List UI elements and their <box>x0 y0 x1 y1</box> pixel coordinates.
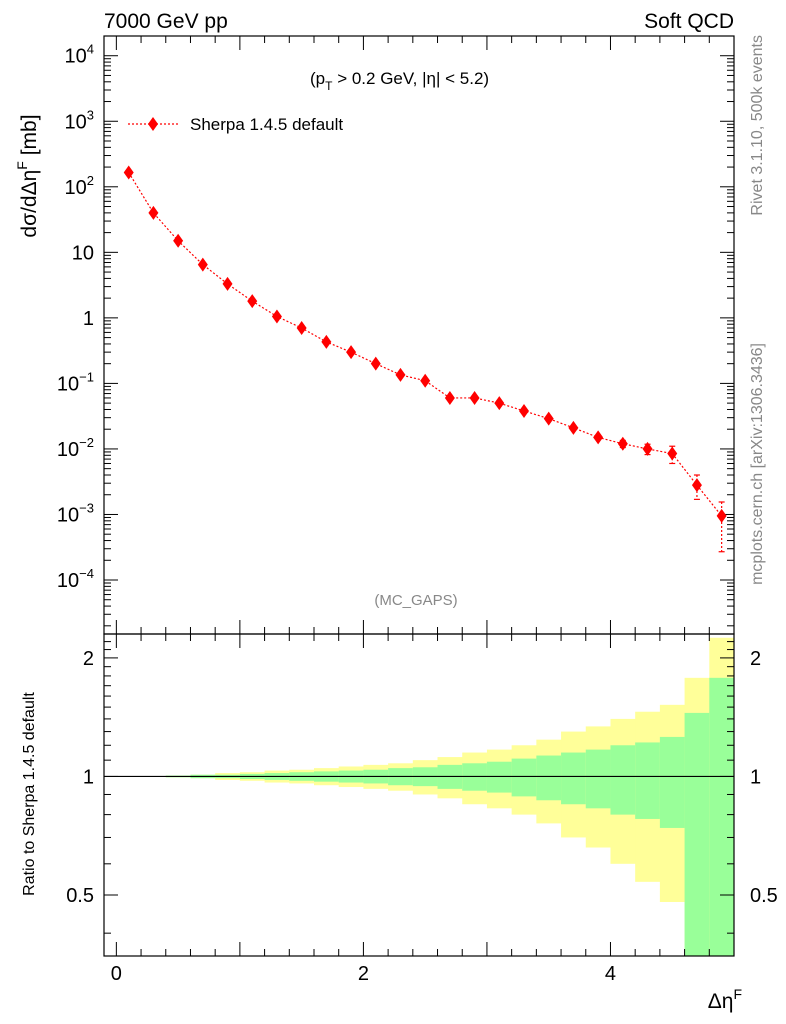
mcplots-label: mcplots.cern.ch [arXiv:1306.3436] <box>749 343 766 585</box>
legend-marker <box>148 117 158 131</box>
ratio-axis-ticks <box>104 634 735 956</box>
main-y-tick-label: 10−1 <box>57 369 94 395</box>
data-point <box>395 367 406 382</box>
data-point <box>444 390 455 405</box>
data-point <box>173 233 184 248</box>
ratio-y-tick-label: 2 <box>83 648 94 670</box>
main-y-tick-label: 1 <box>83 308 94 330</box>
data-point <box>321 334 332 349</box>
tick-exponent: 4 <box>87 42 94 57</box>
tick-exponent: −3 <box>79 500 94 515</box>
data-point <box>123 165 134 180</box>
data-point <box>420 373 431 388</box>
ratio-y-tick-label: 0.5 <box>66 885 94 907</box>
data-point <box>247 294 258 309</box>
x-tick-label: 2 <box>358 963 369 985</box>
watermark-label: (MC_GAPS) <box>374 592 457 609</box>
inner-band-bin <box>684 712 710 956</box>
data-point <box>691 478 702 493</box>
main-y-tick-label: 103 <box>65 107 94 133</box>
tick-base: 10 <box>57 373 79 395</box>
inner-band-bin <box>511 758 537 797</box>
main-y-tick-label: 10−3 <box>57 500 94 526</box>
tick-base: 1 <box>83 308 94 330</box>
ratio-plot-frame <box>103 633 735 957</box>
main-y-tick-label: 104 <box>65 42 94 68</box>
tick-exponent: −1 <box>79 369 94 384</box>
main-y-axis-label: dσ/dΔηF [mb] <box>14 114 41 237</box>
tick-exponent: 3 <box>87 107 94 122</box>
ratio-y-tick-labels: 2 2 1 1 0.5 0.5 <box>66 648 778 907</box>
main-y-tick-label: 10 <box>72 242 94 264</box>
ratio-bands <box>104 637 735 956</box>
tick-base: 10 <box>72 242 94 264</box>
tick-exponent: −2 <box>79 435 94 450</box>
series-line <box>128 172 723 517</box>
rivet-label: Rivet 3.1.10, 500k events <box>749 35 766 216</box>
tick-base: 10 <box>57 570 79 592</box>
energy-label: 7000 GeV pp <box>104 10 228 33</box>
main-y-tick-label: 10−4 <box>57 566 94 592</box>
inner-band-bin <box>709 677 735 956</box>
data-point <box>667 446 678 461</box>
inner-band-bin <box>561 752 587 805</box>
data-point <box>716 508 727 523</box>
data-point <box>469 390 480 405</box>
data-point <box>642 441 653 456</box>
x-tick-label: 0 <box>111 963 122 985</box>
inner-band-bin <box>536 755 562 801</box>
ratio-y-tick-label-right: 2 <box>750 648 761 670</box>
sherpa-series <box>123 165 727 553</box>
process-label: Soft QCD <box>644 10 734 33</box>
ratio-y-axis-label: Ratio to Sherpa 1.4.5 default <box>21 692 38 896</box>
tick-base: 10 <box>65 46 87 68</box>
ratio-y-tick-label-right: 0.5 <box>750 885 778 907</box>
ratio-x-tick-labels: 0 2 4 <box>111 963 616 985</box>
data-point <box>593 430 604 445</box>
tick-exponent: 2 <box>87 173 94 188</box>
ratio-y-tick-label-right: 1 <box>750 766 761 788</box>
inner-band-bin <box>486 761 513 793</box>
data-point <box>197 257 208 272</box>
inner-band-bin <box>635 742 661 819</box>
x-tick-label: 4 <box>605 963 616 985</box>
x-axis-label: ΔηF <box>708 986 742 1013</box>
data-point <box>494 396 505 411</box>
data-point <box>222 276 233 291</box>
inner-band-bin <box>659 736 686 828</box>
tick-base: 10 <box>57 439 79 461</box>
y-axis-title: dσ/dΔηF [mb] <box>14 114 41 237</box>
data-point <box>370 356 381 371</box>
cut-label: (pT > 0.2 GeV, |η| < 5.2) <box>310 69 489 93</box>
data-point <box>148 205 159 220</box>
main-y-tick-label: 102 <box>65 173 94 199</box>
data-point <box>296 321 307 336</box>
inner-band-bin <box>610 745 636 815</box>
data-point <box>346 345 357 360</box>
main-y-tick-label: 10−2 <box>57 435 94 461</box>
data-point <box>519 403 529 418</box>
inner-band-bin <box>585 749 611 809</box>
ratio-y-tick-label: 1 <box>83 766 94 788</box>
data-point <box>568 420 579 435</box>
data-point <box>543 411 554 426</box>
main-axis-ticks <box>104 35 735 634</box>
data-point <box>271 309 282 324</box>
legend-label: Sherpa 1.4.5 default <box>190 115 343 134</box>
tick-base: 10 <box>65 177 87 199</box>
legend: Sherpa 1.4.5 default <box>128 115 343 134</box>
data-point <box>617 436 628 451</box>
tick-base: 10 <box>65 111 87 133</box>
tick-exponent: −4 <box>79 566 94 581</box>
tick-base: 10 <box>57 504 79 526</box>
